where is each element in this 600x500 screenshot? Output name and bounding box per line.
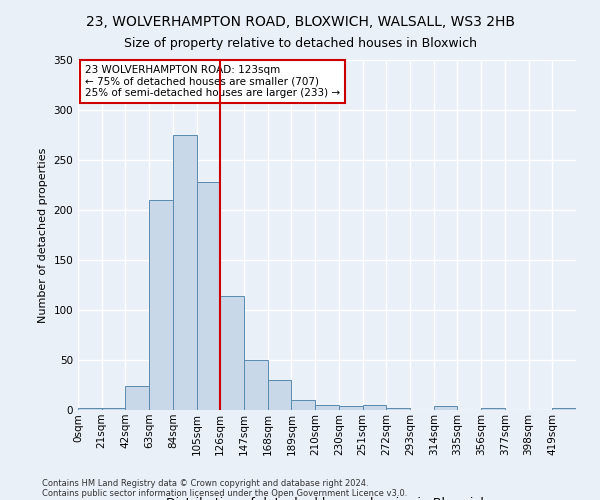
- Bar: [125, 386, 149, 410]
- Text: Contains public sector information licensed under the Open Government Licence v3: Contains public sector information licen…: [42, 488, 407, 498]
- Bar: [244, 360, 268, 410]
- Bar: [78, 408, 102, 410]
- Bar: [386, 408, 410, 410]
- Text: 23, WOLVERHAMPTON ROAD, BLOXWICH, WALSALL, WS3 2HB: 23, WOLVERHAMPTON ROAD, BLOXWICH, WALSAL…: [86, 15, 515, 29]
- Bar: [339, 406, 362, 410]
- Text: 23 WOLVERHAMPTON ROAD: 123sqm
← 75% of detached houses are smaller (707)
25% of : 23 WOLVERHAMPTON ROAD: 123sqm ← 75% of d…: [85, 65, 340, 98]
- Bar: [292, 400, 315, 410]
- Bar: [434, 406, 457, 410]
- Bar: [315, 405, 339, 410]
- Bar: [197, 182, 220, 410]
- Bar: [102, 408, 125, 410]
- Text: Size of property relative to detached houses in Bloxwich: Size of property relative to detached ho…: [124, 38, 476, 51]
- X-axis label: Distribution of detached houses by size in Bloxwich: Distribution of detached houses by size …: [166, 496, 488, 500]
- Bar: [149, 200, 173, 410]
- Bar: [362, 405, 386, 410]
- Bar: [552, 408, 576, 410]
- Bar: [173, 135, 197, 410]
- Bar: [268, 380, 292, 410]
- Y-axis label: Number of detached properties: Number of detached properties: [38, 148, 48, 322]
- Text: Contains HM Land Registry data © Crown copyright and database right 2024.: Contains HM Land Registry data © Crown c…: [42, 478, 368, 488]
- Bar: [220, 296, 244, 410]
- Bar: [481, 408, 505, 410]
